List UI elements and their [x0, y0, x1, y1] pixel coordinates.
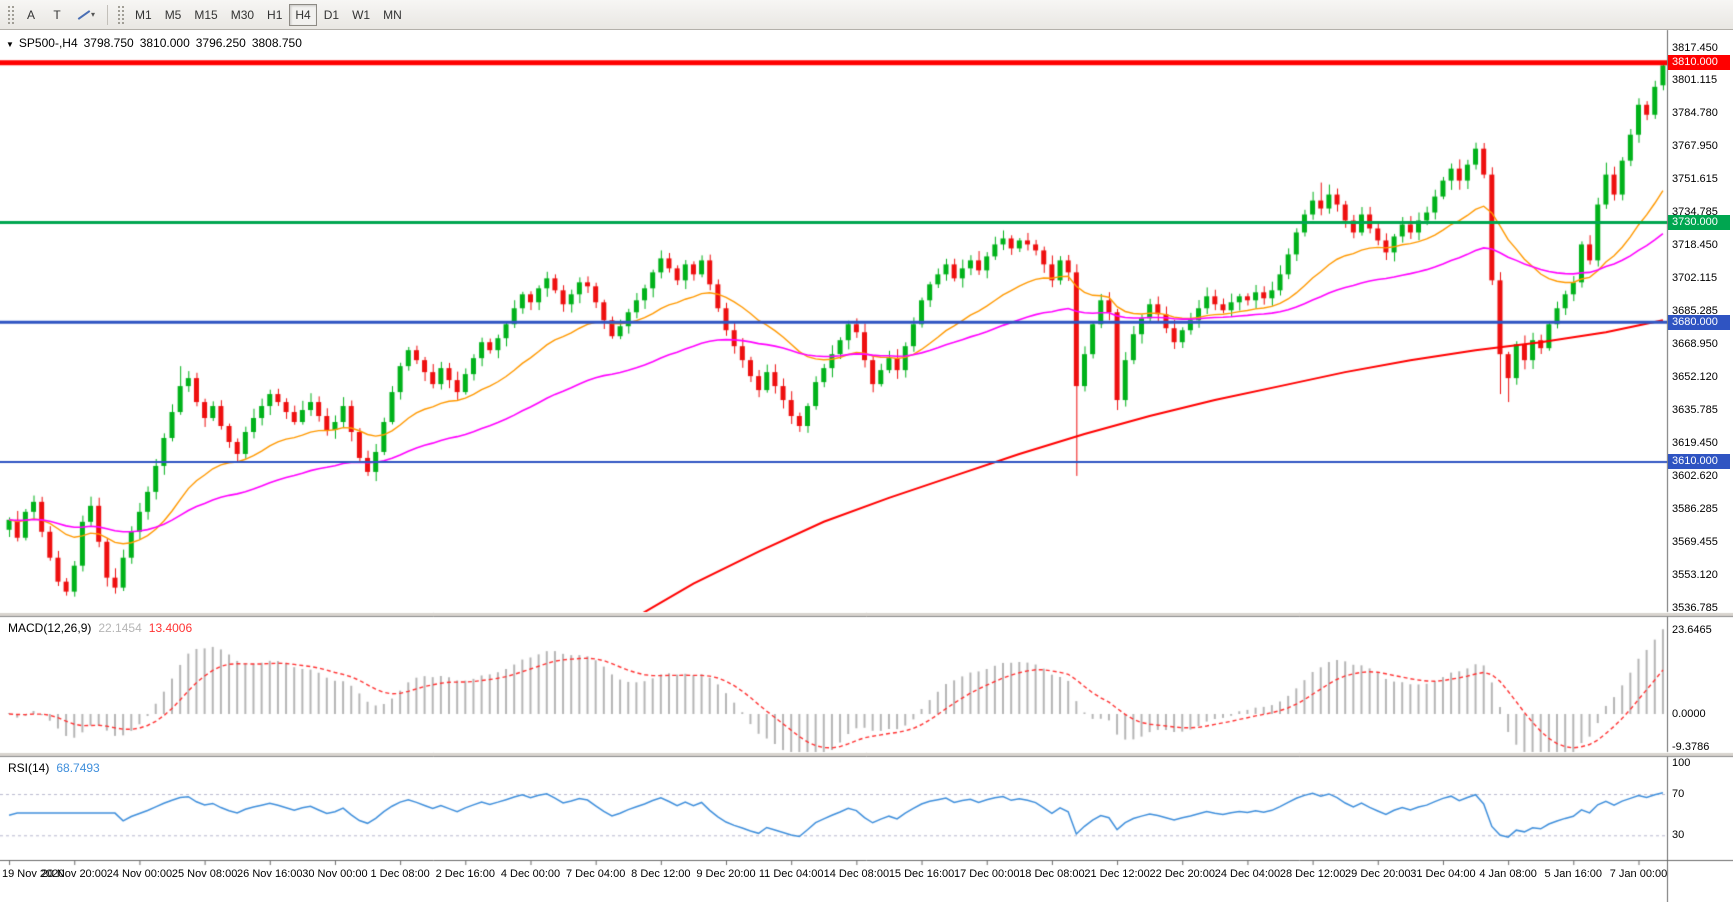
- timeframe-group: M1 M5 M15 M30 H1 H4 D1 W1 MN: [129, 3, 408, 26]
- toolbar: A T ▾ M1 M5 M15 M30 H1 H4 D1 W1 MN: [0, 0, 1733, 30]
- timeframe-m5-button[interactable]: M5: [159, 4, 188, 26]
- timeframe-m30-button[interactable]: M30: [225, 4, 260, 26]
- timeframe-h4-button[interactable]: H4: [289, 3, 317, 26]
- toolbar-drag-handle[interactable]: [117, 4, 125, 25]
- toolbar-drag-handle[interactable]: [7, 4, 14, 25]
- timeframe-w1-button[interactable]: W1: [346, 4, 376, 26]
- trendline-icon: [77, 9, 89, 21]
- dropdown-caret-icon: ▾: [91, 10, 96, 19]
- timeframe-m1-button[interactable]: M1: [129, 4, 158, 26]
- timeframe-h1-button[interactable]: H1: [261, 4, 288, 26]
- text-annotation-button[interactable]: A: [19, 4, 43, 26]
- text-label-button[interactable]: T: [45, 4, 69, 26]
- trendline-tool-button[interactable]: ▾: [71, 4, 101, 26]
- timeframe-m15-button[interactable]: M15: [188, 4, 223, 26]
- toolbar-separator: [107, 4, 109, 25]
- timeframe-mn-button[interactable]: MN: [377, 4, 408, 26]
- timeframe-d1-button[interactable]: D1: [318, 4, 345, 26]
